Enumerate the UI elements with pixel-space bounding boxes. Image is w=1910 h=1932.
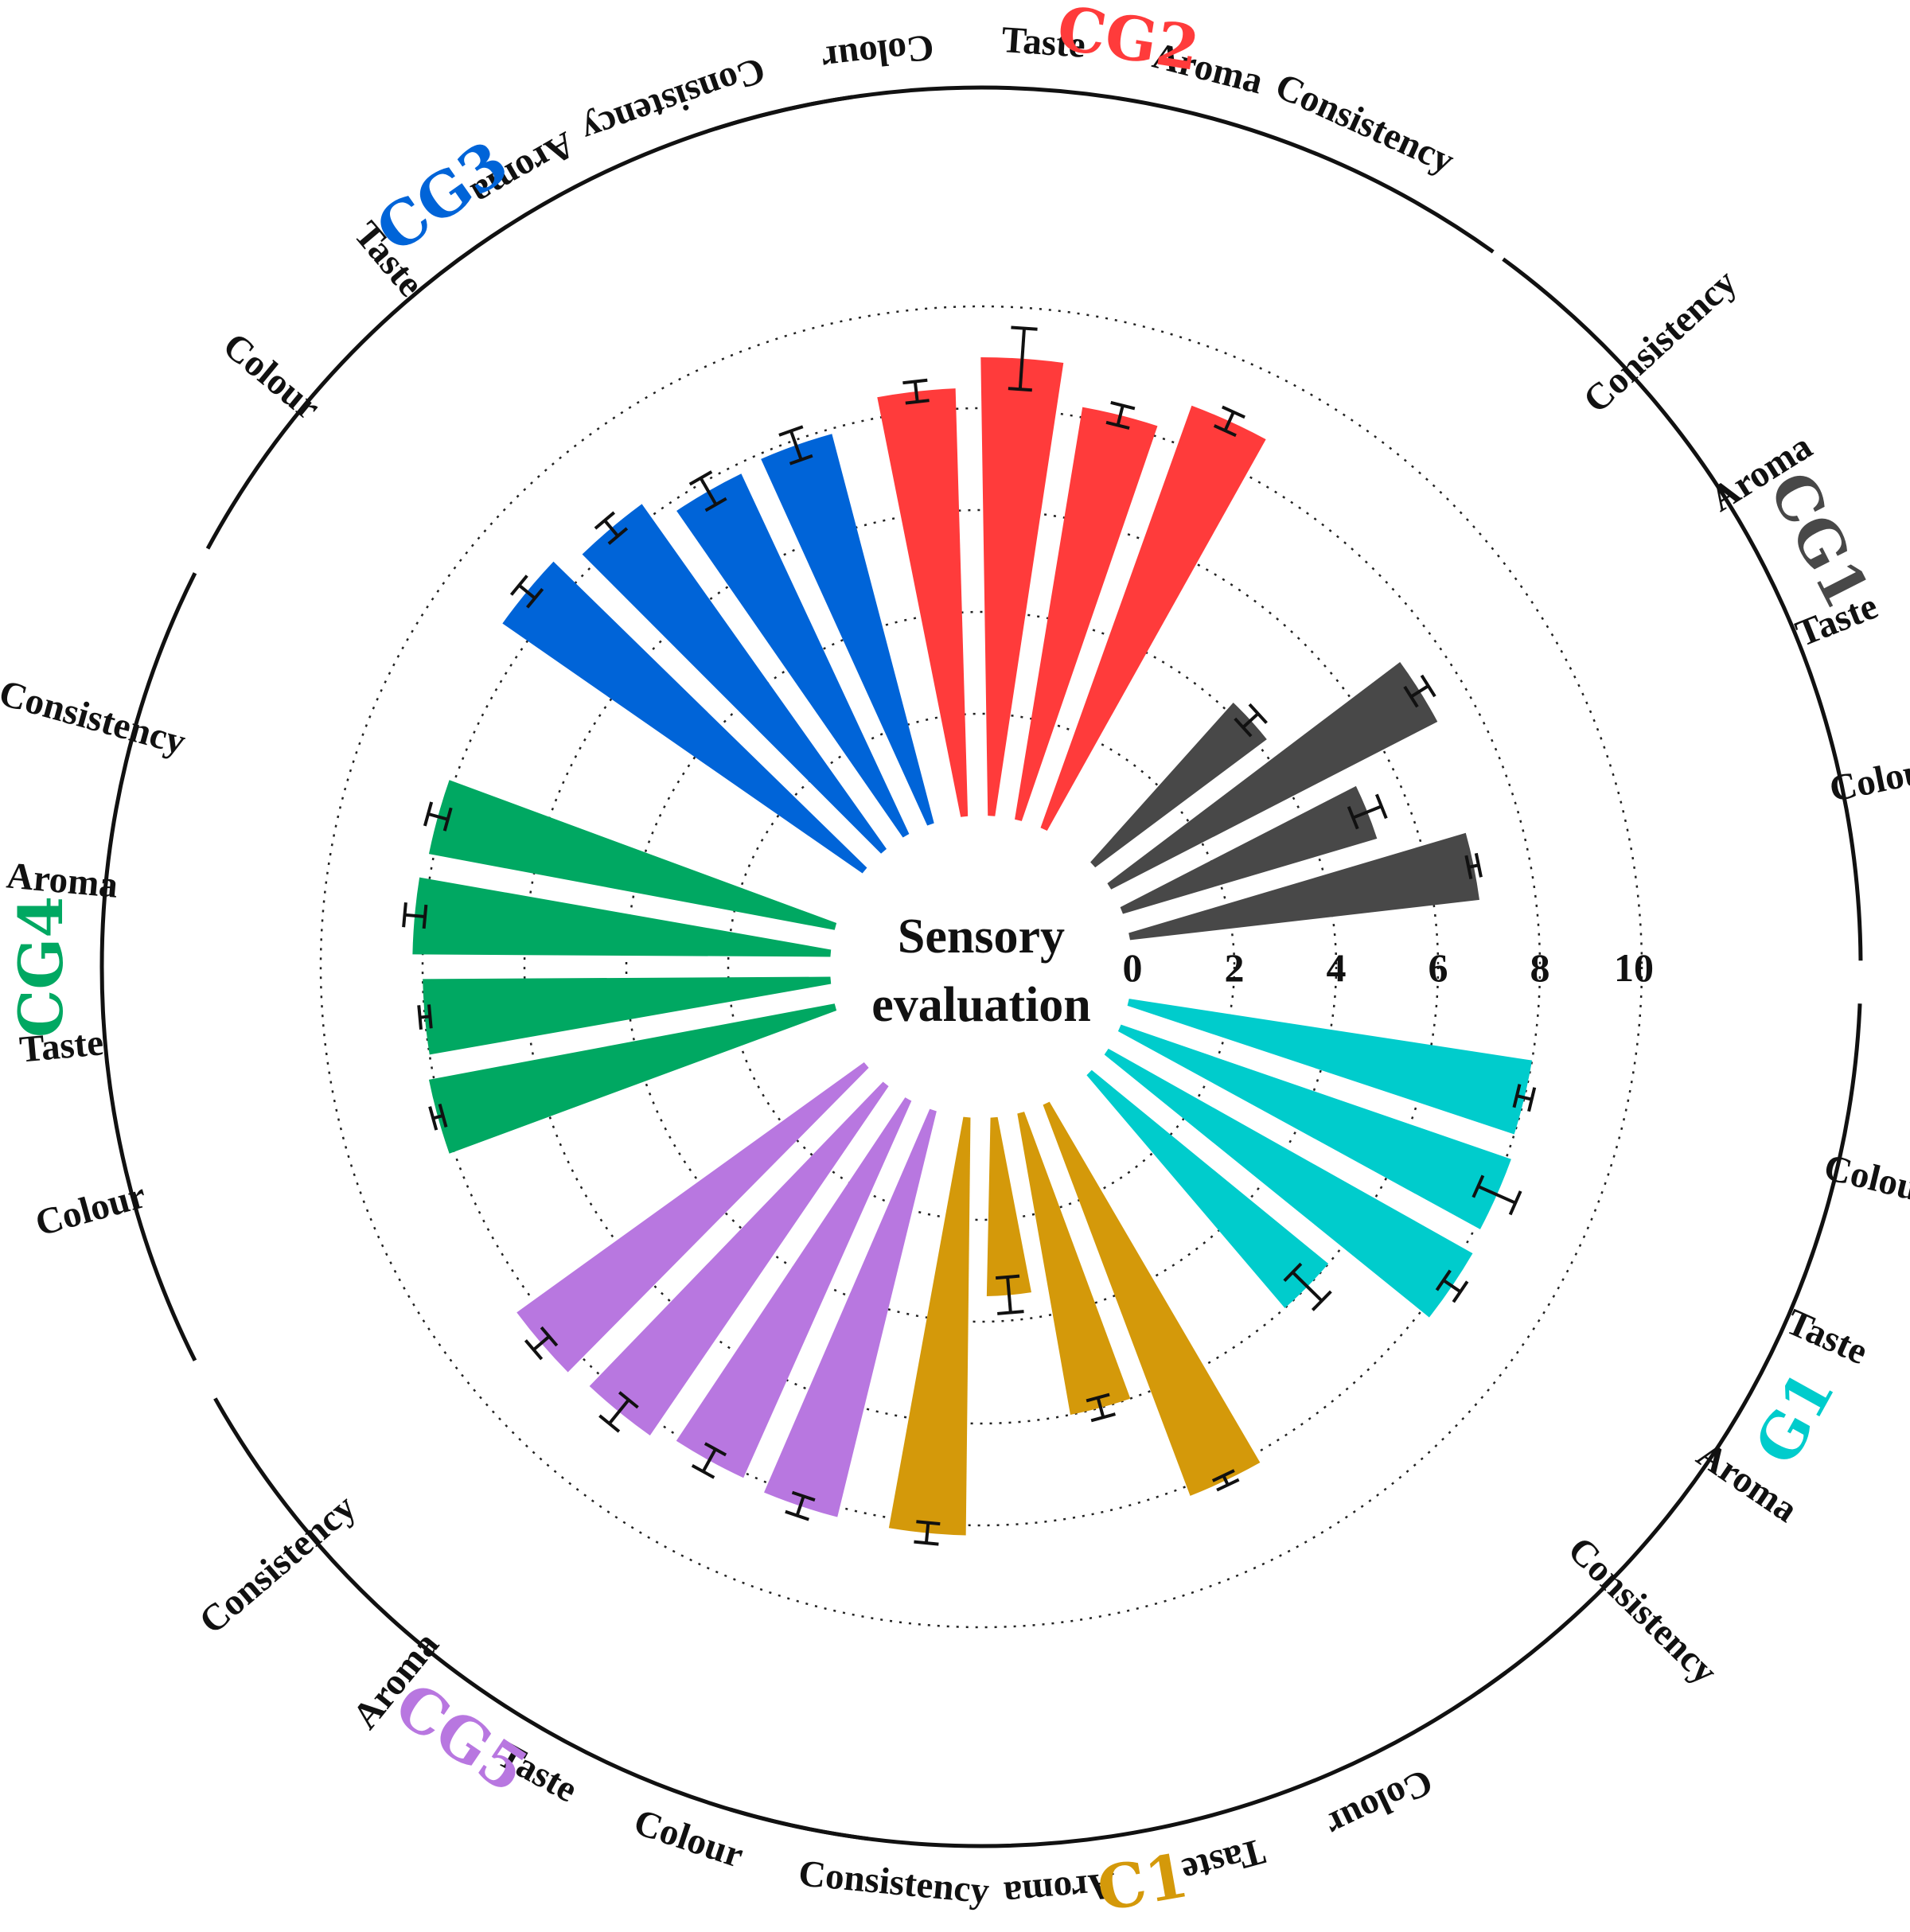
error-bar-CG1-taste	[1347, 793, 1388, 830]
error-bar-C1-taste	[1086, 1393, 1116, 1423]
group-arc-CG4	[99, 572, 197, 1361]
center-title-line-1: Sensory	[898, 910, 1065, 964]
error-bar-CG2-aroma	[1105, 400, 1136, 430]
attr-label-C1-consistency: Consistency	[797, 1852, 992, 1912]
group-label-CG1: CG1	[1756, 461, 1883, 619]
grid-circle-10	[319, 305, 1643, 1629]
error-bar-C1-aroma	[995, 1274, 1024, 1315]
attr-label-CG2-colour: Colour	[820, 26, 936, 80]
error-bar-G1-taste	[1471, 1174, 1522, 1216]
attr-label-C1-colour: Colour	[1319, 1760, 1439, 1846]
bar-C1-colour	[1043, 1101, 1261, 1496]
error-bar-CG3-taste	[594, 511, 629, 545]
bar-CG2-aroma	[1015, 407, 1158, 821]
attr-label-CG5-colour: Colour	[629, 1802, 748, 1876]
bar-CG5-colour	[764, 1108, 937, 1517]
tick-label-10: 10	[1614, 945, 1654, 990]
error-bar-CG4-taste	[417, 1004, 433, 1030]
bar-CG3-aroma	[676, 473, 910, 838]
error-bar-CG3-consistency	[778, 425, 813, 465]
bar-CG1-consistency	[1090, 703, 1267, 868]
attr-label-CG2-consistency: Consistency	[1269, 65, 1461, 182]
error-bar-C1-colour	[1211, 1469, 1240, 1492]
error-bar-CG4-aroma	[402, 902, 428, 929]
tick-label-0: 0	[1123, 945, 1143, 990]
bar-CG4-aroma	[412, 877, 832, 957]
bar-CG1-aroma	[1107, 662, 1438, 890]
bar-CG3-colour	[502, 561, 867, 874]
tick-label-4: 4	[1327, 945, 1347, 990]
error-bar-CG3-aroma	[688, 470, 727, 512]
attr-label-G1-consistency: Consistency	[1560, 1529, 1725, 1693]
attr-label-CG4-taste: Taste	[18, 1022, 106, 1070]
tick-label-8: 8	[1530, 945, 1550, 990]
error-bar-G1-aroma	[1435, 1269, 1469, 1303]
attr-label-G1-taste: Taste	[1780, 1301, 1873, 1373]
center-title-line-2: evaluation	[871, 978, 1091, 1032]
error-bar-G1-consistency	[1283, 1262, 1332, 1311]
bar-CG1-colour	[1128, 832, 1479, 941]
group-arc-G1	[1476, 1003, 1862, 1694]
error-bar-C1-consistency	[914, 1520, 941, 1546]
bar-CG2-taste	[980, 357, 1064, 816]
error-bar-CG3-colour	[509, 575, 544, 609]
bar-C1-consistency	[888, 1116, 971, 1536]
error-bar-CG5-aroma	[598, 1391, 639, 1433]
bar-G1-consistency	[1086, 1069, 1329, 1308]
attr-label-CG3-consistency: Consistency	[576, 49, 770, 152]
attr-label-CG2-taste: Taste	[1000, 19, 1087, 66]
grid-circle-8	[421, 407, 1542, 1527]
group-label-CG4: CG4	[6, 896, 76, 1038]
error-bar-CG2-consistency	[1213, 405, 1245, 438]
bar-CG1-taste	[1120, 785, 1378, 914]
error-bar-CG2-taste	[1008, 325, 1038, 392]
bar-CG2-consistency	[1040, 405, 1266, 831]
grid-circle-6	[523, 508, 1440, 1425]
group-arc-CG5	[213, 1397, 869, 1841]
attr-label-CG4-consistency: Consistency	[0, 672, 190, 763]
attr-label-CG4-aroma: Aroma	[5, 855, 119, 906]
group-arc-CG1	[1502, 257, 1863, 961]
bar-CG4-colour	[428, 1003, 837, 1154]
grid-circle-4	[625, 610, 1338, 1323]
group-arc-CG2	[715, 85, 1495, 254]
error-bar-CG5-taste	[691, 1442, 727, 1479]
error-bar-CG1-colour	[1464, 852, 1483, 879]
bar-CG4-consistency	[428, 780, 837, 930]
group-label-CG2: CG2	[1053, 0, 1204, 84]
error-bar-G1-colour	[1512, 1084, 1537, 1112]
error-bar-CG4-colour	[428, 1103, 448, 1131]
error-bar-CG5-consistency	[524, 1326, 559, 1361]
bar-CG2-colour	[877, 388, 969, 817]
group-label-C1: C1	[1092, 1840, 1193, 1925]
tick-label-6: 6	[1429, 945, 1448, 990]
error-bar-CG5-colour	[785, 1490, 816, 1521]
error-bar-CG1-aroma	[1403, 674, 1436, 708]
bar-C1-taste	[1017, 1112, 1131, 1415]
bar-CG5-consistency	[516, 1062, 869, 1373]
attr-label-CG3-colour: Colour	[215, 325, 328, 428]
tick-label-2: 2	[1225, 945, 1245, 990]
bar-CG3-taste	[582, 504, 887, 854]
bar-G1-colour	[1127, 999, 1533, 1135]
bar-G1-aroma	[1104, 1048, 1473, 1318]
bar-CG5-aroma	[589, 1081, 889, 1435]
attr-label-C1-aroma: Aroma	[1002, 1864, 1117, 1915]
bar-CG3-consistency	[761, 434, 934, 826]
bar-CG5-taste	[676, 1097, 912, 1478]
attr-label-C1-taste: Taste	[1178, 1830, 1269, 1892]
error-bar-CG2-colour	[902, 378, 930, 405]
error-bar-CG1-consistency	[1234, 703, 1268, 738]
attr-label-CG4-colour: Colour	[31, 1174, 150, 1245]
bar-G1-taste	[1117, 1024, 1511, 1229]
bar-C1-aroma	[986, 1116, 1031, 1296]
bar-CG4-taste	[423, 976, 832, 1055]
error-bar-CG4-consistency	[423, 801, 453, 832]
grid-circle-2	[727, 712, 1236, 1221]
